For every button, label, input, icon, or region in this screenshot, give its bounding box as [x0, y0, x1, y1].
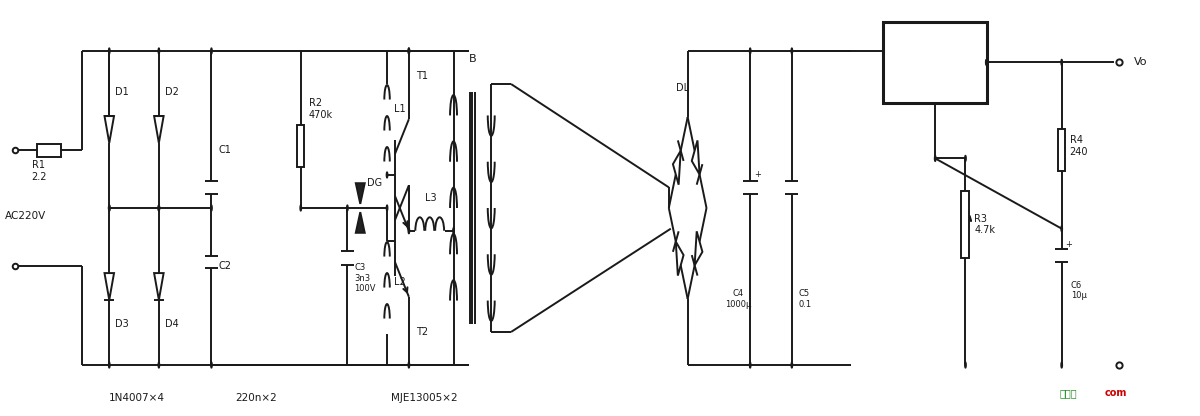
Polygon shape: [104, 273, 114, 300]
Text: MJE13005×2: MJE13005×2: [391, 393, 458, 403]
Text: L1: L1: [394, 104, 406, 114]
Polygon shape: [691, 140, 700, 174]
Text: D4: D4: [164, 319, 179, 329]
Text: +: +: [754, 170, 761, 179]
Text: C3
3n3
100V: C3 3n3 100V: [354, 263, 376, 293]
Text: com: com: [1104, 388, 1127, 398]
Text: L2: L2: [394, 277, 406, 287]
Text: DL: DL: [676, 83, 689, 93]
Bar: [37, 144, 61, 157]
Text: R4
240: R4 240: [1069, 135, 1088, 157]
Circle shape: [211, 362, 212, 368]
Text: C6
10μ: C6 10μ: [1070, 281, 1086, 300]
Text: Vo: Vo: [1134, 57, 1147, 67]
Circle shape: [791, 362, 792, 368]
Text: 1N4007×4: 1N4007×4: [109, 393, 166, 403]
Text: R2
470k: R2 470k: [308, 98, 332, 120]
Circle shape: [408, 362, 409, 368]
Bar: [1058, 129, 1066, 171]
Circle shape: [108, 205, 110, 211]
Text: 接线图: 接线图: [1060, 388, 1078, 398]
Polygon shape: [676, 242, 684, 276]
Circle shape: [965, 362, 966, 368]
Text: LM317: LM317: [911, 56, 960, 69]
Circle shape: [750, 362, 751, 368]
Text: DG: DG: [367, 178, 383, 188]
Text: C2: C2: [218, 261, 232, 271]
Circle shape: [1061, 59, 1062, 65]
Circle shape: [750, 48, 751, 54]
Circle shape: [965, 156, 966, 161]
Text: C4
1000μ: C4 1000μ: [725, 289, 751, 309]
Text: L3: L3: [425, 193, 437, 203]
Circle shape: [211, 205, 212, 211]
Circle shape: [408, 48, 409, 54]
Text: B: B: [468, 54, 476, 64]
Text: C1: C1: [218, 145, 232, 155]
Text: T2: T2: [416, 327, 428, 337]
Circle shape: [386, 205, 388, 211]
Circle shape: [158, 205, 160, 211]
Polygon shape: [356, 183, 365, 204]
Circle shape: [108, 362, 110, 368]
Polygon shape: [356, 212, 365, 233]
Circle shape: [408, 228, 409, 234]
Text: C5
0.1: C5 0.1: [799, 289, 812, 309]
Circle shape: [347, 205, 348, 211]
Text: D2: D2: [164, 87, 179, 97]
Circle shape: [791, 48, 792, 54]
Circle shape: [452, 228, 455, 234]
Circle shape: [935, 156, 936, 161]
Circle shape: [108, 48, 110, 54]
Polygon shape: [104, 116, 114, 143]
Bar: [961, 191, 970, 258]
Text: R1
2.2: R1 2.2: [31, 160, 47, 182]
Text: D3: D3: [115, 319, 128, 329]
Polygon shape: [154, 273, 163, 300]
Circle shape: [386, 172, 388, 178]
Bar: [298, 125, 305, 167]
Polygon shape: [673, 151, 680, 185]
Circle shape: [300, 205, 301, 211]
Bar: [883, 22, 988, 103]
Polygon shape: [154, 116, 163, 143]
Circle shape: [1061, 226, 1062, 232]
Text: T1: T1: [416, 71, 428, 81]
Text: D1: D1: [115, 87, 128, 97]
Circle shape: [211, 48, 212, 54]
Polygon shape: [695, 231, 702, 265]
Circle shape: [408, 48, 409, 54]
Text: 220n×2: 220n×2: [235, 393, 277, 403]
Circle shape: [158, 362, 160, 368]
Circle shape: [985, 59, 986, 65]
Circle shape: [158, 48, 160, 54]
Text: AC220V: AC220V: [5, 211, 47, 221]
Text: +: +: [1064, 240, 1072, 249]
Circle shape: [1061, 362, 1062, 368]
Text: R3
4.7k: R3 4.7k: [974, 214, 995, 235]
Circle shape: [158, 205, 160, 211]
Circle shape: [108, 205, 110, 211]
